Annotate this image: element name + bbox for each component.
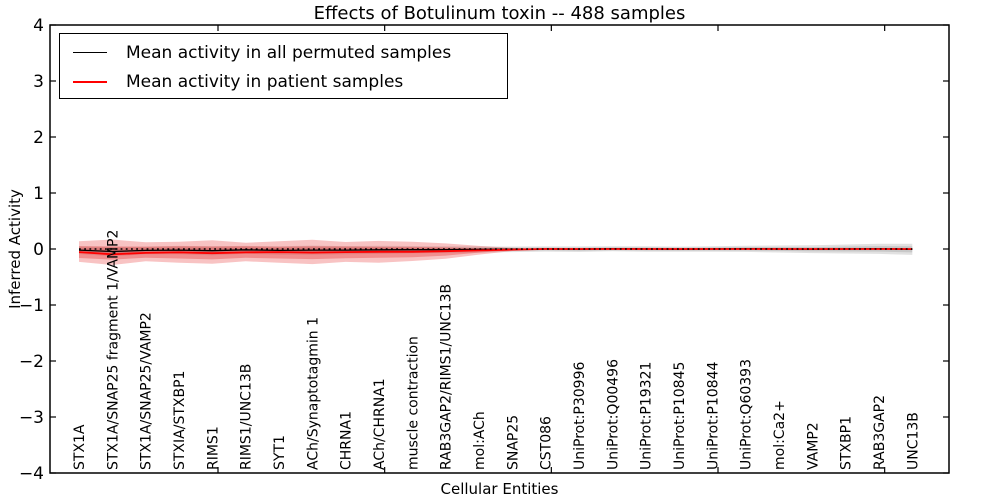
legend-label-patient: Mean activity in patient samples: [126, 71, 404, 92]
x-tick-label: RAB3GAP2: [872, 395, 888, 470]
y-tick-label: −2: [19, 352, 44, 372]
black-line-swatch: [73, 52, 107, 53]
patient-mean-line: [78, 248, 913, 256]
x-tick-label: UNC13B: [905, 412, 921, 470]
x-tick-label: RAB3GAP2/RIMS1/UNC13B: [439, 284, 455, 470]
chart-title: Effects of Botulinum toxin -- 488 sample…: [313, 3, 686, 24]
x-tick-label: UniProt:Q60393: [739, 359, 755, 470]
x-tick-label: ACh/CHRNA1: [372, 378, 388, 470]
legend: Mean activity in all permuted samples Me…: [59, 33, 508, 99]
x-tick-label: UniProt:Q00496: [605, 359, 621, 470]
x-tick-label: STXBP1: [839, 416, 855, 470]
y-tick-label: −3: [19, 408, 44, 428]
y-tick-label: −1: [19, 296, 44, 316]
red-line-swatch: [73, 80, 107, 83]
x-tick-label: UniProt:P19321: [639, 362, 655, 470]
x-tick-label: STX1A/SNAP25 fragment 1/VAMP2: [105, 230, 121, 470]
x-tick-label: ACh/Synaptotagmin 1: [305, 317, 321, 470]
y-axis-label: Inferred Activity: [6, 189, 24, 309]
x-tick-label: SYT1: [272, 435, 288, 470]
x-tick-label: muscle contraction: [405, 336, 421, 470]
y-tick-label: 2: [33, 128, 44, 148]
y-tick-label: 1: [33, 184, 44, 204]
x-tick-label: UniProt:P10845: [672, 362, 688, 470]
y-tick-label: 0: [33, 240, 44, 260]
x-tick-label: CST086: [539, 416, 555, 470]
x-tick-label: mol:ACh: [472, 411, 488, 470]
x-tick-label: STX1A: [72, 424, 88, 470]
x-tick-label: STX1A/SNAP25/VAMP2: [139, 312, 155, 470]
y-tick-label: 3: [33, 72, 44, 92]
x-tick-label: STXIA/STXBP1: [172, 371, 188, 470]
x-tick-label: CHRNA1: [339, 411, 355, 470]
x-tick-label: UniProt:P10844: [705, 362, 721, 470]
legend-label-permuted: Mean activity in all permuted samples: [126, 42, 452, 63]
y-tick-label: −4: [19, 464, 44, 484]
legend-item-permuted: Mean activity in all permuted samples: [60, 38, 507, 67]
x-tick-label: RIMS1/UNC13B: [239, 364, 255, 470]
y-tick-label: 4: [33, 16, 44, 36]
x-axis-label: Cellular Entities: [440, 480, 559, 498]
x-tick-label: VAMP2: [805, 422, 821, 470]
x-tick-label: mol:Ca2+: [772, 400, 788, 470]
x-tick-label: SNAP25: [505, 415, 521, 470]
x-tick-label: UniProt:P30996: [572, 362, 588, 470]
x-tick-label: RIMS1: [205, 426, 221, 470]
legend-item-patient: Mean activity in patient samples: [60, 67, 507, 96]
